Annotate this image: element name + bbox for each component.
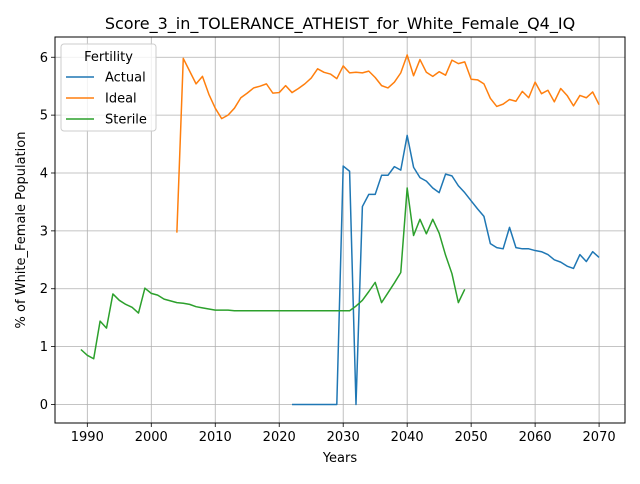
x-tick-label: 1990 bbox=[71, 430, 104, 445]
x-tick-label: 2060 bbox=[519, 430, 552, 445]
x-tick-label: 2050 bbox=[455, 430, 488, 445]
y-tick-label: 2 bbox=[40, 282, 48, 297]
series-line-sterile bbox=[80, 187, 466, 360]
x-tick-label: 2070 bbox=[583, 430, 616, 445]
y-tick-label: 0 bbox=[40, 398, 48, 413]
y-axis-ticks: 0 1 2 3 4 5 6 bbox=[40, 51, 55, 413]
x-tick-label: 2000 bbox=[135, 430, 168, 445]
series-line-ideal bbox=[176, 54, 600, 233]
grid bbox=[55, 37, 625, 423]
y-axis-label: % of White_Female Population bbox=[14, 132, 29, 329]
legend-label-sterile: Sterile bbox=[105, 113, 147, 128]
series-lines bbox=[80, 54, 600, 406]
legend-label-ideal: Ideal bbox=[105, 92, 137, 107]
legend-entries: Actual Ideal Sterile bbox=[66, 71, 147, 128]
legend: Fertility Actual Ideal Sterile bbox=[60, 43, 157, 132]
legend-title: Fertility bbox=[84, 50, 133, 65]
x-tick-label: 2040 bbox=[391, 430, 424, 445]
y-tick-label: 6 bbox=[40, 51, 48, 66]
legend-label-actual: Actual bbox=[105, 71, 146, 86]
series-line-actual bbox=[292, 134, 600, 406]
legend-box bbox=[60, 43, 157, 132]
chart-title: Score_3_in_TOLERANCE_ATHEIST_for_White_F… bbox=[105, 14, 575, 34]
y-tick-label: 4 bbox=[40, 166, 48, 181]
x-tick-label: 2010 bbox=[199, 430, 232, 445]
plot-area-frame bbox=[54, 36, 626, 424]
x-tick-label: 2020 bbox=[263, 430, 296, 445]
x-tick-label: 2030 bbox=[327, 430, 360, 445]
y-tick-label: 3 bbox=[40, 224, 48, 239]
y-tick-label: 1 bbox=[40, 340, 48, 355]
x-axis-ticks: 1990 2000 2010 2020 2030 2040 2050 2060 2070 bbox=[71, 423, 616, 445]
x-axis-label: Years bbox=[322, 451, 358, 466]
y-tick-label: 5 bbox=[40, 109, 48, 124]
